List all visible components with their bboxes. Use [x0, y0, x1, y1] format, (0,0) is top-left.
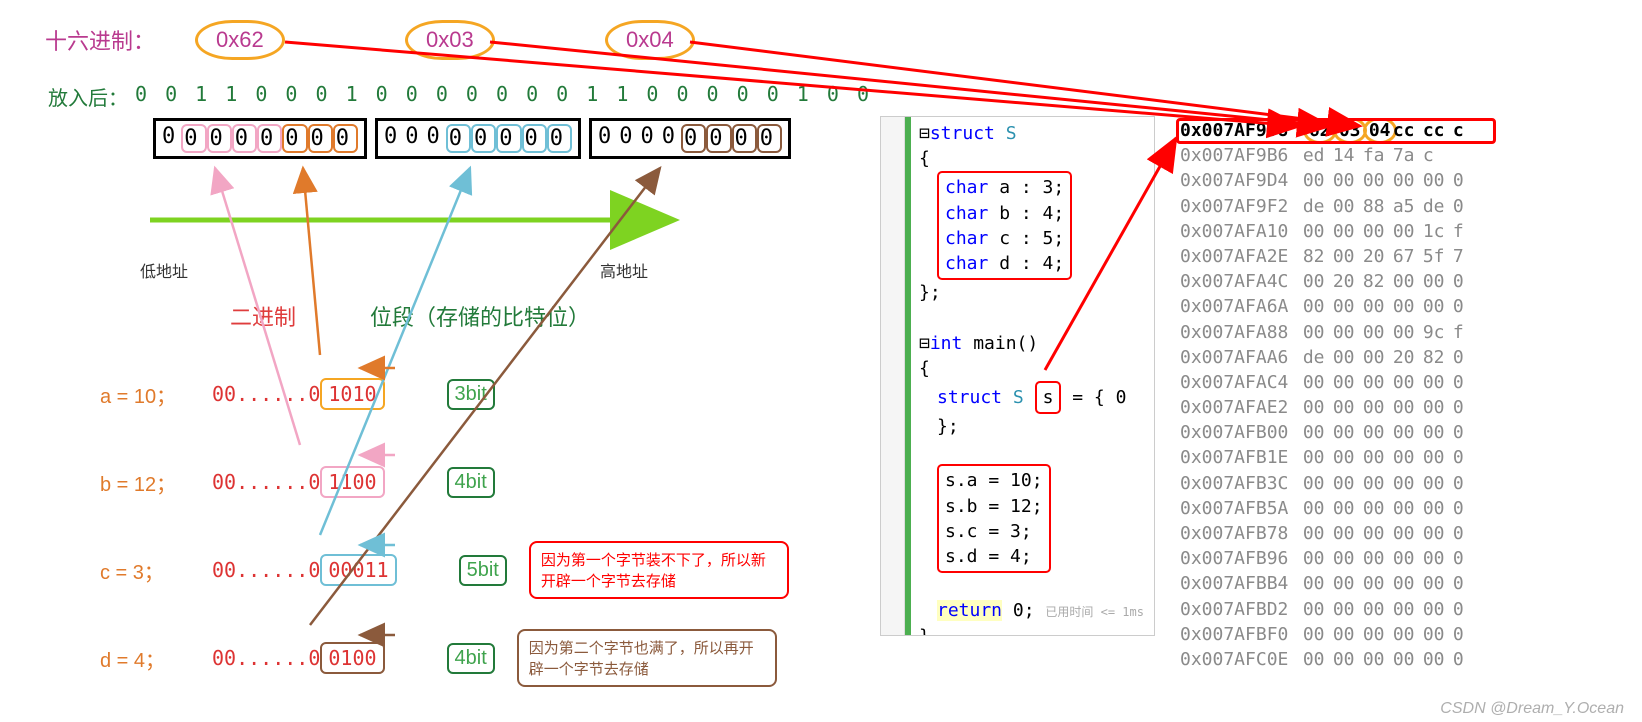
bitfield-heading: 位段（存储的比特位） — [370, 300, 590, 332]
memory-dump: 0x007AF998 620304ccccc0x007AF9B6 ed14fa7… — [1180, 118, 1640, 678]
watermark: CSDN @Dream_Y.Ocean — [1440, 700, 1624, 718]
value-row-3: d = 4； 00......00100 4bit 因为第二个字节也满了，所以再开辟一… — [100, 614, 820, 702]
assign-label: b = 12； — [100, 468, 190, 497]
assign-label: d = 4； — [100, 644, 190, 673]
assign-label: c = 3； — [100, 556, 190, 585]
note-box: 因为第一个字节装不下了，所以新开辟一个字节去存储 — [529, 541, 789, 599]
mem-row-11: 0x007AFAE2 00000000000 — [1180, 395, 1640, 420]
mem-row-20: 0x007AFBF0 00000000000 — [1180, 622, 1640, 647]
mem-row-15: 0x007AFB5A 00000000000 — [1180, 496, 1640, 521]
high-addr-label: 高地址 — [600, 258, 648, 282]
bitsize-box: 5bit — [459, 555, 507, 586]
mem-row-8: 0x007AFA88 000000009cf — [1180, 320, 1640, 345]
value-row-1: b = 12； 00......01100 4bit — [100, 438, 820, 526]
after-label: 放入后： — [48, 82, 128, 111]
mem-row-13: 0x007AFB1E 00000000000 — [1180, 445, 1640, 470]
binary-row: 0 0 1 1 0 0 0 1 0 0 0 0 0 0 0 1 1 0 0 0 … — [135, 82, 872, 106]
code-editor: ⊟struct S{char a : 3;char b : 4;char c :… — [880, 116, 1155, 636]
value-rows: a = 10； 00......01010 3bit b = 12； 00......0… — [100, 350, 820, 702]
mem-row-3: 0x007AF9F2 de0088a5de0 — [1180, 194, 1640, 219]
binary-heading: 二进制 — [230, 300, 296, 332]
bitsize-box: 4bit — [447, 467, 495, 498]
mem-row-9: 0x007AFAA6 de000020820 — [1180, 345, 1640, 370]
note-box: 因为第二个字节也满了，所以再开辟一个字节去存储 — [517, 629, 777, 687]
byte-box-2: 00000000 — [589, 118, 791, 159]
value-row-0: a = 10； 00......01010 3bit — [100, 350, 820, 438]
byte-box-1: 00000000 — [375, 118, 581, 159]
mem-row-16: 0x007AFB78 00000000000 — [1180, 521, 1640, 546]
bitsize-box: 3bit — [447, 379, 495, 410]
var-s-box: s — [1035, 381, 1062, 414]
bitsize-box: 4bit — [447, 643, 495, 674]
bitfield-boxes: 000000000000000000000000 — [153, 118, 791, 159]
mem-row-4: 0x007AFA10 000000001cf — [1180, 219, 1640, 244]
mem-row-1: 0x007AF9B6 ed14fa7ac — [1180, 143, 1640, 168]
mem-row-21: 0x007AFC0E 00000000000 — [1180, 647, 1640, 672]
memory-highlight — [1176, 118, 1496, 144]
mem-row-18: 0x007AFBB4 00000000000 — [1180, 571, 1640, 596]
hex-val-0: 0x62 — [195, 20, 285, 60]
hex-val-1: 0x03 — [405, 20, 495, 60]
value-row-2: c = 3； 00......000011 5bit 因为第一个字节装不下了，所以新开… — [100, 526, 820, 614]
mem-row-7: 0x007AFA6A 00000000000 — [1180, 294, 1640, 319]
assign-label: a = 10； — [100, 380, 190, 409]
mem-row-12: 0x007AFB00 00000000000 — [1180, 420, 1640, 445]
mem-row-6: 0x007AFA4C 00208200000 — [1180, 269, 1640, 294]
low-addr-label: 低地址 — [140, 258, 188, 282]
binary-value: 00......000011 — [212, 554, 397, 586]
binary-value: 00......00100 — [212, 642, 385, 674]
binary-value: 00......01010 — [212, 378, 385, 410]
mem-row-14: 0x007AFB3C 00000000000 — [1180, 471, 1640, 496]
binary-value: 00......01100 — [212, 466, 385, 498]
byte-box-0: 00000000 — [153, 118, 367, 159]
hex-val-2: 0x04 — [605, 20, 695, 60]
mem-row-17: 0x007AFB96 00000000000 — [1180, 546, 1640, 571]
mem-row-2: 0x007AF9D4 00000000000 — [1180, 168, 1640, 193]
mem-row-5: 0x007AFA2E 820020675f7 — [1180, 244, 1640, 269]
hex-title: 十六进制： — [45, 24, 155, 56]
mem-row-10: 0x007AFAC4 00000000000 — [1180, 370, 1640, 395]
mem-row-19: 0x007AFBD2 00000000000 — [1180, 597, 1640, 622]
